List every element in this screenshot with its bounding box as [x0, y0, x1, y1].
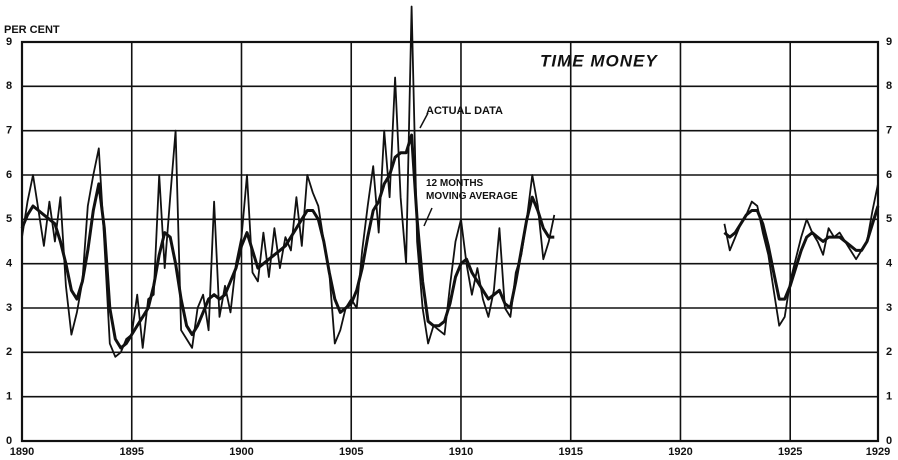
- y-axis-label: PER CENT: [4, 24, 60, 36]
- x-tick-label: 1895: [120, 446, 144, 458]
- actual-data-label: ACTUAL DATA: [426, 105, 503, 117]
- x-tick-label: 1925: [778, 446, 802, 458]
- y2-tick-label: 4: [886, 258, 893, 270]
- moving-average-label-box: 12 MONTHS MOVING AVERAGE: [426, 178, 518, 202]
- y2-tick-label: 1: [886, 391, 892, 403]
- chart-title: TIME MONEY: [540, 51, 658, 70]
- y2-tick-label: 2: [886, 346, 892, 358]
- y2-tick-label: 6: [886, 169, 892, 181]
- moving-average-label: 12 MONTHS MOVING AVERAGE: [426, 178, 518, 202]
- y-tick-label: 8: [6, 80, 12, 92]
- y-tick-label: 0: [6, 435, 12, 447]
- series-line: [20, 133, 880, 350]
- x-tick-label: 1890: [10, 446, 34, 458]
- y2-tick-label: 7: [886, 125, 892, 137]
- y-tick-label: 9: [6, 36, 12, 48]
- annotation-arrow: [419, 112, 429, 129]
- y-tick-label: 4: [6, 258, 13, 270]
- y-tick-label: 1: [6, 391, 12, 403]
- y-tick-label: 3: [6, 302, 12, 314]
- x-tick-label: 1915: [558, 446, 582, 458]
- y2-tick-label: 9: [886, 36, 892, 48]
- x-tick-label: 1910: [449, 446, 473, 458]
- y-tick-label: 5: [6, 213, 12, 225]
- x-tick-label: 1929: [866, 446, 890, 458]
- y2-tick-label: 3: [886, 302, 892, 314]
- x-tick-label: 1905: [339, 446, 363, 458]
- y-tick-label: 7: [6, 125, 12, 137]
- plot-frame: [20, 40, 880, 443]
- y2-tick-label: 0: [886, 435, 892, 447]
- y-tick-label: 6: [6, 169, 12, 181]
- y2-tick-label: 5: [886, 213, 892, 225]
- x-tick-label: 1900: [229, 446, 253, 458]
- y2-tick-label: 8: [886, 80, 892, 92]
- annotation-arrow: [423, 207, 433, 227]
- y-tick-label: 2: [6, 346, 12, 358]
- x-tick-label: 1920: [668, 446, 692, 458]
